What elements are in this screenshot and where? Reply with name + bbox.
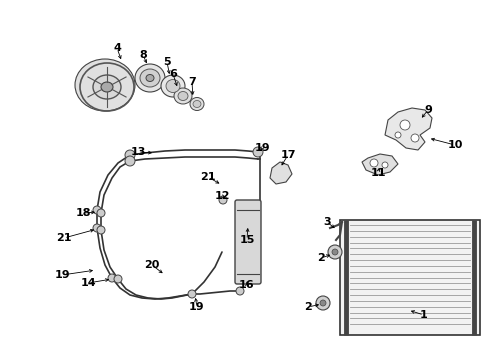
Circle shape <box>108 274 116 282</box>
Circle shape <box>97 226 105 234</box>
Ellipse shape <box>161 75 184 97</box>
Text: 3: 3 <box>323 217 330 227</box>
Text: 1: 1 <box>419 310 427 320</box>
Text: 11: 11 <box>369 168 385 178</box>
Text: 2: 2 <box>317 253 324 263</box>
Text: 12: 12 <box>214 191 229 201</box>
Ellipse shape <box>93 75 121 99</box>
Ellipse shape <box>193 100 201 108</box>
Circle shape <box>399 120 409 130</box>
Circle shape <box>125 156 135 166</box>
Circle shape <box>125 150 135 160</box>
Circle shape <box>394 132 400 138</box>
Ellipse shape <box>75 59 135 111</box>
Text: 18: 18 <box>75 208 91 218</box>
Text: 15: 15 <box>239 235 254 245</box>
Text: 2: 2 <box>304 302 311 312</box>
Text: 19: 19 <box>54 270 70 280</box>
Text: 5: 5 <box>163 57 170 67</box>
Polygon shape <box>361 154 397 175</box>
Text: 20: 20 <box>144 260 160 270</box>
Circle shape <box>327 245 341 259</box>
Circle shape <box>369 159 377 167</box>
Circle shape <box>315 296 329 310</box>
Circle shape <box>93 206 101 214</box>
Ellipse shape <box>140 69 160 87</box>
Polygon shape <box>269 162 291 184</box>
Text: 19: 19 <box>189 302 204 312</box>
Ellipse shape <box>165 80 180 93</box>
Circle shape <box>381 162 387 168</box>
Text: 8: 8 <box>139 50 146 60</box>
Text: 13: 13 <box>130 147 145 157</box>
Text: 9: 9 <box>423 105 431 115</box>
Text: 17: 17 <box>280 150 295 160</box>
Ellipse shape <box>178 91 187 100</box>
Circle shape <box>187 290 196 298</box>
Text: 16: 16 <box>239 280 254 290</box>
Ellipse shape <box>135 64 164 92</box>
Ellipse shape <box>146 75 154 81</box>
Text: 6: 6 <box>169 69 177 79</box>
Circle shape <box>97 209 105 217</box>
Text: 19: 19 <box>254 143 269 153</box>
Circle shape <box>114 275 122 283</box>
Polygon shape <box>384 108 431 150</box>
Ellipse shape <box>174 88 192 104</box>
Bar <box>339 220 479 335</box>
Circle shape <box>410 134 418 142</box>
Circle shape <box>252 147 263 157</box>
Circle shape <box>93 224 101 232</box>
Circle shape <box>331 249 337 255</box>
Text: 7: 7 <box>188 77 196 87</box>
FancyBboxPatch shape <box>235 200 261 284</box>
Text: 21: 21 <box>200 172 215 182</box>
Ellipse shape <box>190 98 203 111</box>
Text: 4: 4 <box>113 43 121 53</box>
Text: 10: 10 <box>447 140 462 150</box>
Text: 21: 21 <box>56 233 72 243</box>
Circle shape <box>319 300 325 306</box>
Ellipse shape <box>101 82 113 92</box>
Circle shape <box>219 196 226 204</box>
Circle shape <box>236 287 244 295</box>
Text: 14: 14 <box>80 278 96 288</box>
